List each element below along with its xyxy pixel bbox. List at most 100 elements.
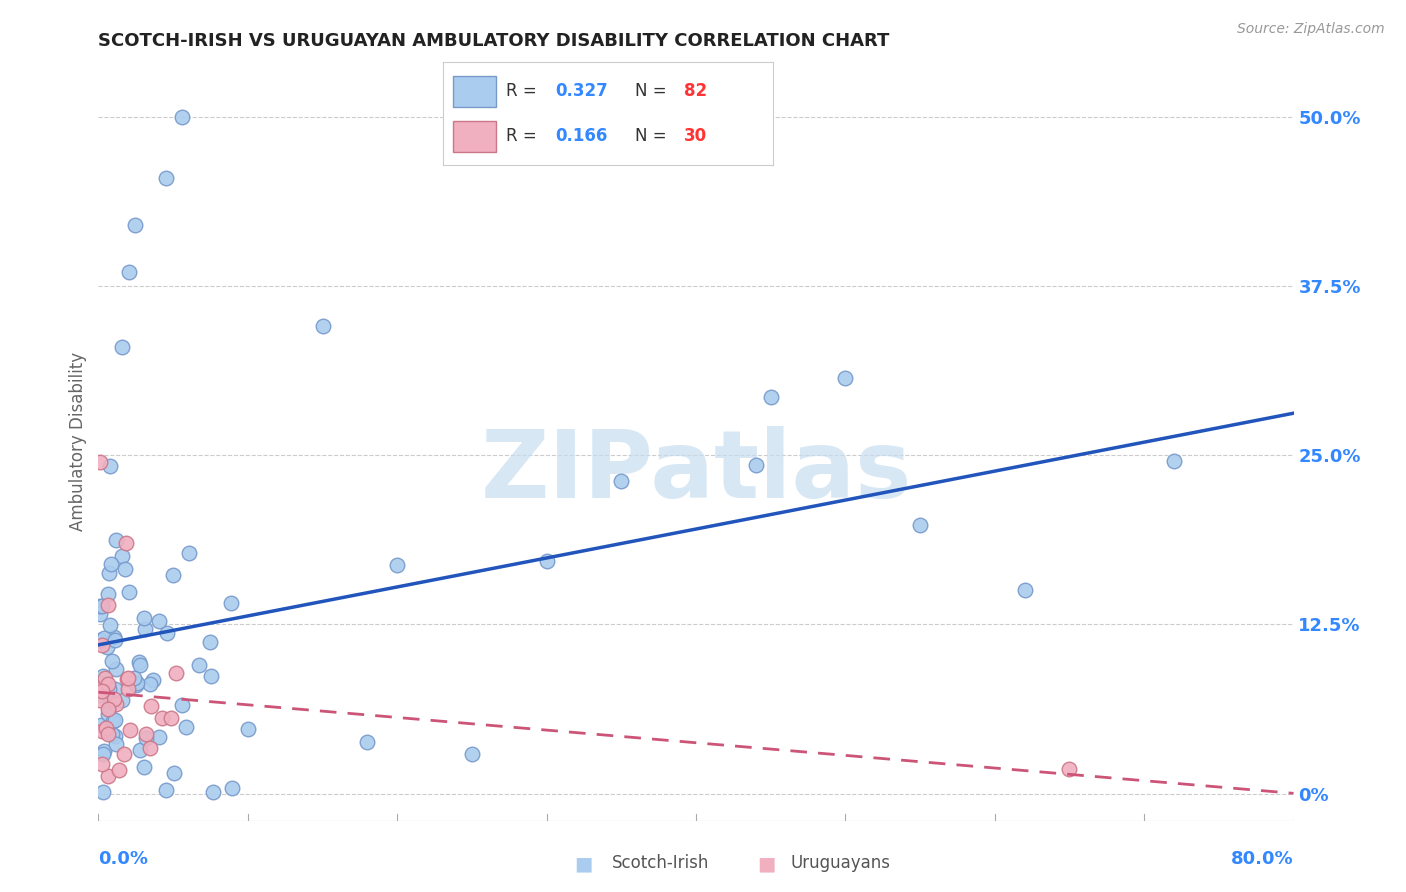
Point (101, 654, 124, 668)
Point (461, 747, 484, 761)
Point (311, 319, 333, 334)
Point (172, 698, 194, 713)
Point (89, 675, 111, 690)
Point (89, 692, 111, 706)
Point (155, 783, 177, 797)
Point (90, 723, 112, 738)
Point (107, 764, 129, 778)
Y-axis label: Ambulatory Disability: Ambulatory Disability (69, 352, 87, 531)
Point (97, 677, 120, 691)
Text: N =: N = (634, 128, 672, 145)
Point (834, 371, 856, 385)
Point (128, 656, 150, 670)
Point (118, 723, 141, 737)
Point (97, 701, 120, 715)
Point (610, 474, 633, 488)
Point (236, 722, 259, 736)
Point (148, 614, 170, 628)
Point (159, 711, 181, 725)
Point (96, 640, 118, 654)
Point (759, 390, 782, 404)
FancyBboxPatch shape (453, 76, 496, 106)
Point (198, 635, 221, 649)
Point (94, 721, 117, 735)
Point (105, 662, 128, 676)
Point (103, 691, 125, 706)
Text: 80.0%: 80.0% (1230, 850, 1294, 869)
Text: Scotch-Irish: Scotch-Irish (612, 855, 709, 872)
Point (97, 598, 120, 612)
Point (202, 785, 225, 799)
Point (162, 766, 184, 780)
Point (98, 458, 121, 473)
Point (111, 693, 134, 707)
Text: 30: 30 (685, 128, 707, 145)
Text: R =: R = (506, 128, 541, 145)
Point (200, 669, 222, 683)
Point (1014, 582, 1036, 597)
Point (117, 682, 139, 697)
Point (90, 638, 112, 652)
Point (93, 680, 115, 694)
Point (115, 672, 138, 686)
Point (91, 785, 114, 799)
Point (1163, 454, 1185, 468)
Point (90, 756, 112, 771)
Point (101, 727, 124, 741)
Text: SCOTCH-IRISH VS URUGUAYAN AMBULATORY DISABILITY CORRELATION CHART: SCOTCH-IRISH VS URUGUAYAN AMBULATORY DIS… (98, 32, 890, 50)
Point (124, 218, 146, 232)
Point (93, 744, 115, 758)
Point (91, 669, 114, 683)
Point (536, 554, 558, 568)
Point (155, 170, 177, 185)
Point (139, 741, 162, 756)
Point (148, 731, 170, 745)
Point (135, 731, 157, 745)
Point (103, 630, 125, 644)
Point (111, 340, 134, 354)
Point (356, 734, 378, 748)
Point (125, 678, 148, 692)
Point (93, 747, 115, 761)
Text: ZIPatlas: ZIPatlas (481, 425, 911, 518)
Point (141, 698, 163, 713)
Text: Source: ZipAtlas.com: Source: ZipAtlas.com (1237, 22, 1385, 37)
Point (105, 533, 128, 548)
Point (100, 557, 122, 571)
Point (129, 657, 152, 672)
Point (156, 626, 179, 640)
Point (90, 599, 112, 613)
Point (97, 702, 120, 716)
Point (118, 265, 141, 279)
Point (165, 666, 187, 681)
Text: Uruguayans: Uruguayans (790, 855, 890, 872)
Text: 82: 82 (685, 82, 707, 100)
Point (93, 671, 115, 685)
Point (219, 596, 242, 610)
Point (97, 769, 120, 783)
Point (104, 713, 127, 727)
Point (104, 729, 127, 743)
Point (122, 671, 145, 685)
Point (1059, 762, 1081, 776)
Point (134, 611, 156, 625)
Point (139, 676, 162, 690)
Point (104, 737, 127, 751)
Point (98, 681, 121, 696)
Point (89, 688, 111, 702)
Point (115, 536, 138, 550)
Point (177, 545, 200, 559)
Point (127, 676, 149, 690)
Point (745, 458, 768, 472)
Point (908, 518, 931, 533)
Point (162, 568, 184, 582)
Point (101, 714, 124, 728)
Point (97, 727, 120, 741)
Point (93, 631, 115, 645)
Text: 0.0%: 0.0% (98, 850, 149, 869)
Point (90, 684, 112, 698)
Point (117, 671, 139, 685)
Point (112, 747, 135, 761)
Point (104, 698, 127, 712)
Text: ■: ■ (574, 854, 593, 873)
